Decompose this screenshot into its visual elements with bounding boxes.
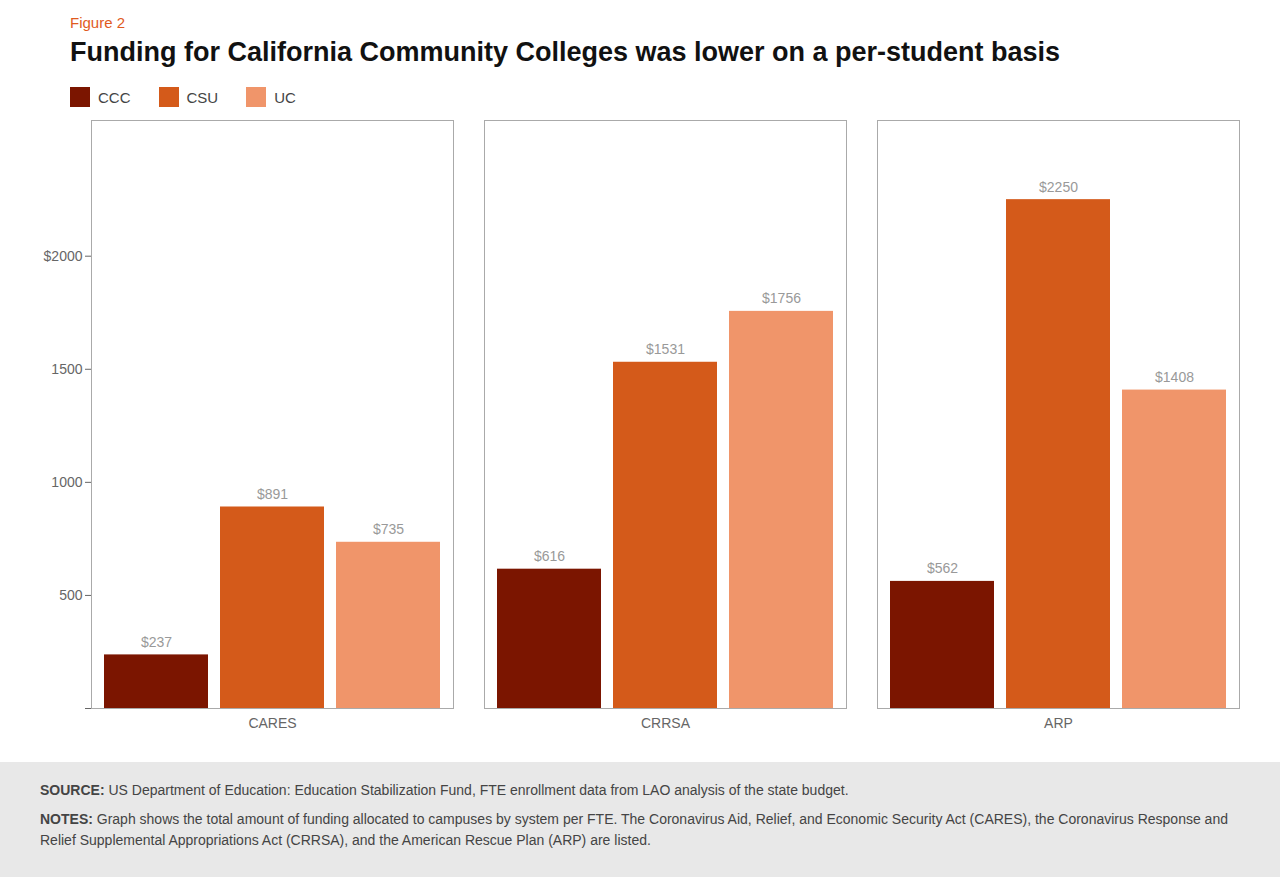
svg-text:$562: $562 — [927, 560, 958, 576]
svg-text:$2000: $2000 — [44, 248, 83, 264]
html-text:Funding for California Communi: Funding for California Community College… — [70, 37, 1061, 67]
svg-text:$1756: $1756 — [762, 290, 801, 306]
svg-text:$237: $237 — [141, 634, 172, 650]
svg-text:CRRSA: CRRSA — [641, 715, 691, 731]
svg-text:CARES: CARES — [248, 715, 296, 731]
svg-text:500: 500 — [59, 587, 83, 603]
svg-text:ARP: ARP — [1044, 715, 1073, 731]
svg-text:$2250: $2250 — [1039, 179, 1078, 195]
svg-text:$1531: $1531 — [646, 341, 685, 357]
svg-text:$891: $891 — [257, 486, 288, 502]
svg-text:1500: 1500 — [51, 361, 82, 377]
html-text:CSU: CSU — [186, 88, 219, 106]
svg-text:$1408: $1408 — [1155, 369, 1194, 385]
html-text:UC: UC — [274, 88, 296, 106]
svg-text:$616: $616 — [534, 548, 565, 564]
svg-text:$735: $735 — [373, 521, 404, 537]
svg-text:1000: 1000 — [51, 474, 82, 490]
html-text:CCC: CCC — [98, 88, 131, 106]
html-text:Figure 2: Figure 2 — [70, 14, 125, 31]
html-text:NOTES: Graph shows the total a: NOTES: Graph shows the total amount of f… — [40, 811, 1228, 848]
html-text:SOURCE: US Department of Educa: SOURCE: US Department of Education: Educ… — [40, 782, 849, 798]
